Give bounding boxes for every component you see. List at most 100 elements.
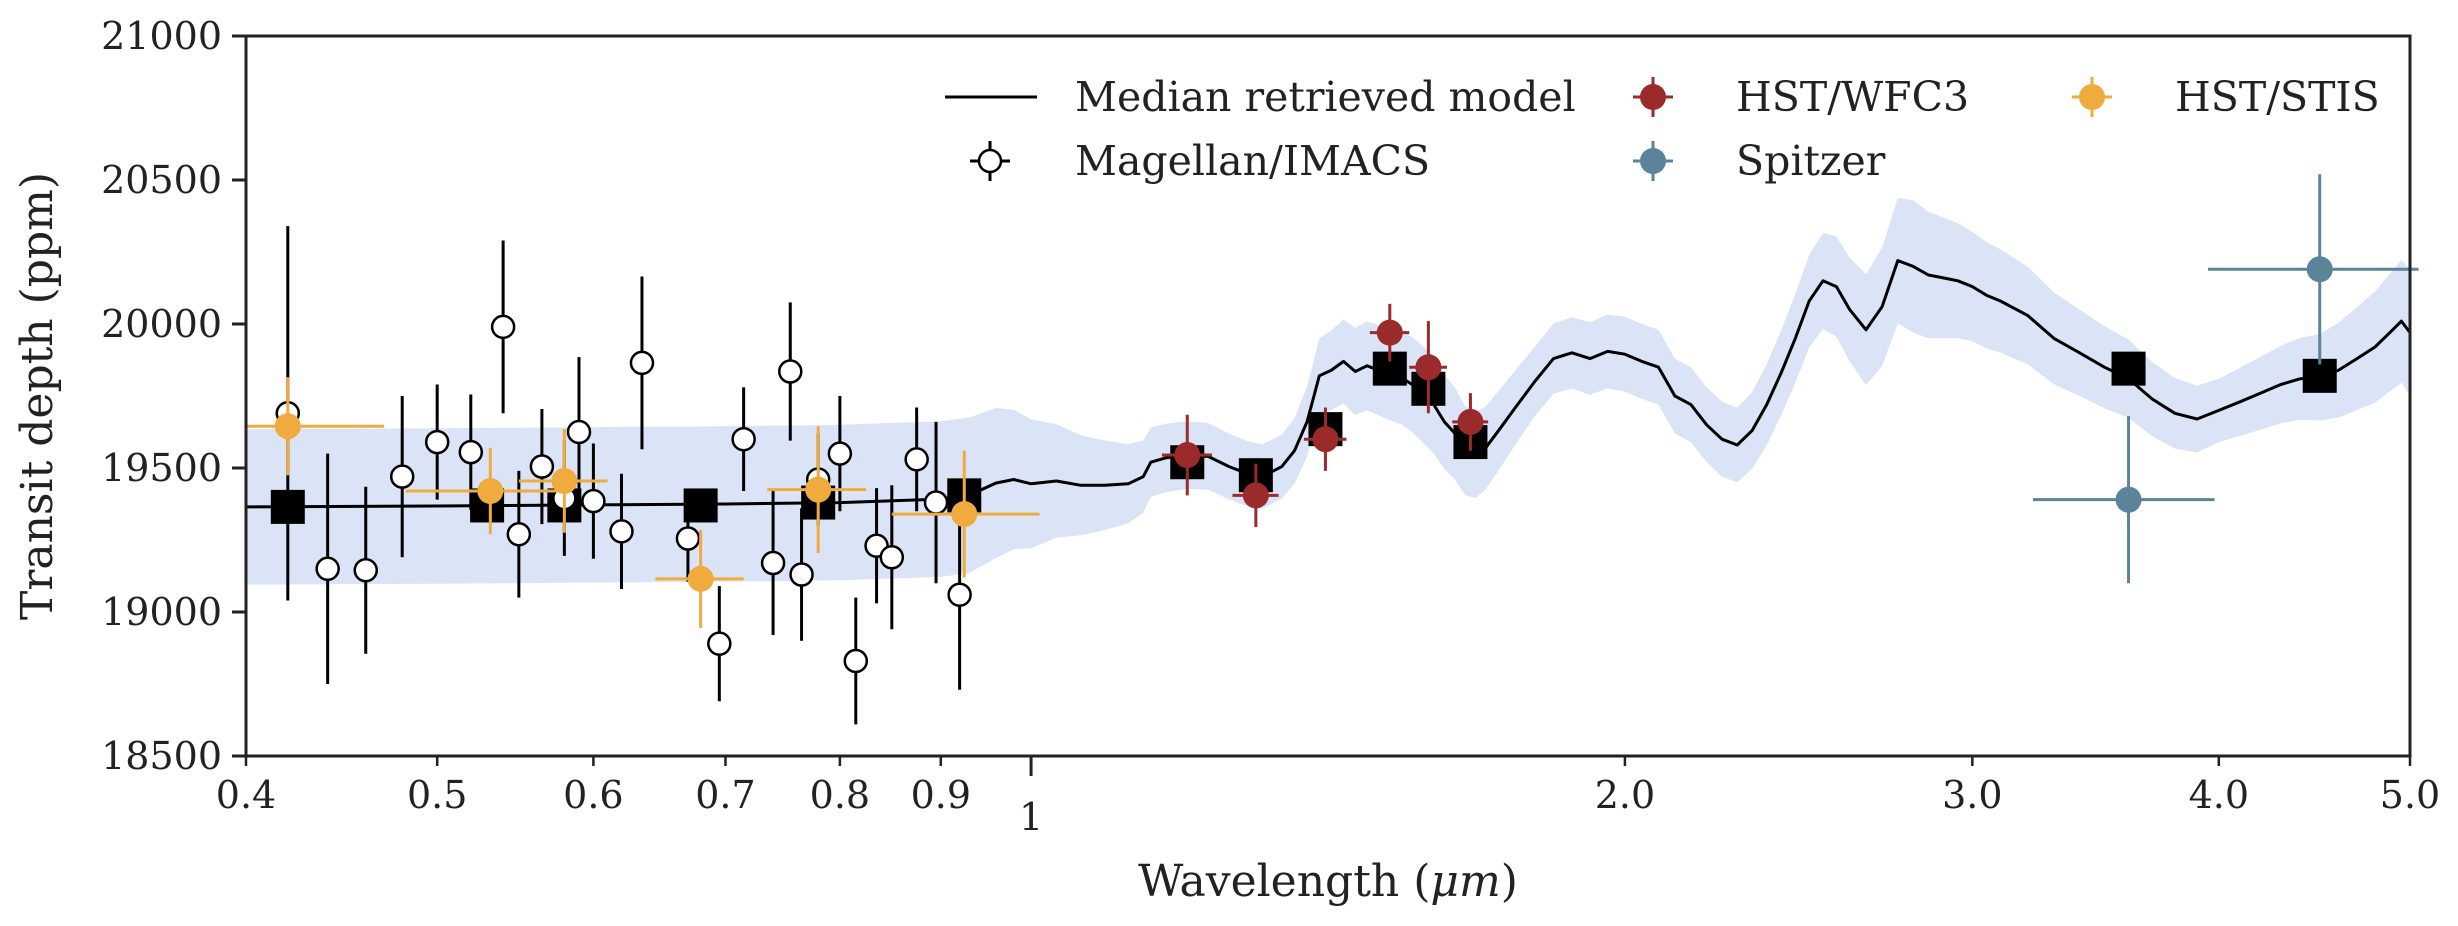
data-points-layer xyxy=(246,174,2419,725)
stis-point xyxy=(891,450,1040,578)
imacs-point xyxy=(424,384,450,500)
imacs-point-marker xyxy=(389,464,415,489)
imacs-point xyxy=(731,387,756,492)
imacs-point-marker xyxy=(629,350,655,376)
imacs-point xyxy=(827,396,853,512)
y-tick-label: 21000 xyxy=(101,14,222,58)
wfc3-point-marker xyxy=(1415,354,1442,381)
legend-entry-spitzer: Spitzer xyxy=(1633,137,1886,185)
stis-point-marker xyxy=(477,478,504,505)
imacs-point-marker xyxy=(424,429,450,455)
legend-label: Spitzer xyxy=(1736,137,1886,185)
imacs-point-marker xyxy=(947,582,972,607)
y-axis-title: Transit depth (ppm) xyxy=(12,172,63,620)
wfc3-point-marker xyxy=(1174,442,1201,469)
y-axis: 18500 19000 19500 20000 20500 21000 xyxy=(101,14,246,778)
x-tick-label: 3.0 xyxy=(1942,773,2002,817)
x-tick-label: 2.0 xyxy=(1595,773,1655,817)
legend-label: Median retrieved model xyxy=(1075,73,1576,121)
legend-entry-stis: HST/STIS xyxy=(2072,73,2380,121)
imacs-point xyxy=(904,407,929,512)
imacs-point-marker xyxy=(879,545,905,570)
imacs-point-marker xyxy=(904,447,929,472)
wfc3-point xyxy=(1452,393,1489,451)
wfc3-point xyxy=(1409,321,1448,414)
stis-point-marker xyxy=(274,413,301,440)
legend-entry-imacs: Magellan/IMACS xyxy=(970,137,1430,185)
x-axis-title: Wavelength (μm) xyxy=(1138,856,1518,907)
imacs-point xyxy=(947,499,972,690)
x-tick-label: 0.7 xyxy=(695,773,755,817)
imacs-point-marker xyxy=(675,526,701,551)
wfc3-point xyxy=(1303,407,1347,471)
spitzer-point xyxy=(2032,416,2215,584)
imacs-point xyxy=(629,276,655,450)
stis-point-marker xyxy=(551,467,578,494)
imacs-point-marker xyxy=(731,426,756,452)
stis-point xyxy=(246,377,385,476)
imacs-point xyxy=(843,597,869,725)
binned-model-square xyxy=(2302,358,2337,393)
x-tick-label: 0.5 xyxy=(407,773,467,817)
plot-frame xyxy=(244,34,2412,758)
stis-point xyxy=(405,447,568,535)
x-tick-label: 0.4 xyxy=(216,773,276,817)
legend-marker-swatch xyxy=(2079,84,2105,110)
imacs-point xyxy=(675,495,701,582)
imacs-point xyxy=(789,508,814,641)
imacs-point-marker xyxy=(506,521,532,547)
spitzer-point xyxy=(2208,174,2419,365)
binned-model-square xyxy=(2111,351,2146,386)
imacs-point xyxy=(315,453,340,684)
imacs-point-marker xyxy=(315,556,340,582)
imacs-point xyxy=(778,302,803,441)
imacs-point xyxy=(609,473,634,589)
imacs-point xyxy=(879,485,905,630)
stis-point-marker xyxy=(805,476,832,503)
legend: Median retrieved model Magellan/IMACS HST/… xyxy=(945,73,2380,185)
spitzer-point-marker xyxy=(2306,256,2333,283)
imacs-point xyxy=(490,240,516,414)
spitzer-point-marker xyxy=(2115,486,2142,513)
legend-entry-wfc3: HST/WFC3 xyxy=(1633,73,1969,121)
model-band-area xyxy=(246,197,2410,585)
imacs-point-marker xyxy=(609,519,634,544)
imacs-point xyxy=(581,443,606,559)
imacs-point-marker xyxy=(458,439,484,465)
imacs-point-marker xyxy=(843,648,869,674)
y-tick-label: 20500 xyxy=(101,158,222,202)
stis-point-marker xyxy=(687,565,714,592)
x-tick-label: 5.0 xyxy=(2380,773,2440,817)
x-axis: 0.4 0.5 0.6 0.7 0.8 0.9 1 2.0 3.0 4.0 5.0 xyxy=(216,756,2440,839)
legend-marker-swatch xyxy=(977,148,1003,174)
imacs-point-marker xyxy=(490,314,516,340)
wfc3-point-marker xyxy=(1376,319,1403,346)
x-tick-label: 0.6 xyxy=(563,773,623,817)
wfc3-point-marker xyxy=(1242,482,1269,509)
imacs-point xyxy=(389,396,415,558)
stis-point xyxy=(655,529,744,628)
imacs-point xyxy=(529,408,555,525)
legend-label: Magellan/IMACS xyxy=(1075,137,1430,185)
imacs-point-marker xyxy=(581,488,606,514)
x-tick-label: 1 xyxy=(1019,795,1043,839)
wfc3-point xyxy=(1161,414,1212,496)
imacs-point-marker xyxy=(923,490,949,515)
wfc3-point-marker xyxy=(1457,408,1484,435)
legend-label: HST/WFC3 xyxy=(1736,73,1969,121)
wfc3-point-marker xyxy=(1312,426,1339,453)
stis-point-marker xyxy=(951,501,978,528)
x-tick-label: 0.9 xyxy=(911,773,971,817)
legend-entry-model: Median retrieved model xyxy=(945,73,1576,121)
y-tick-label: 19500 xyxy=(101,446,222,490)
imacs-point-marker xyxy=(760,550,786,576)
legend-marker-swatch xyxy=(1640,148,1666,174)
y-tick-label: 20000 xyxy=(101,302,222,346)
model-confidence-band xyxy=(246,197,2410,585)
imacs-point-marker xyxy=(707,631,732,656)
x-tick-label: 4.0 xyxy=(2189,773,2249,817)
stis-point xyxy=(518,429,608,533)
imacs-point-marker xyxy=(529,454,555,479)
legend-label: HST/STIS xyxy=(2175,73,2380,121)
